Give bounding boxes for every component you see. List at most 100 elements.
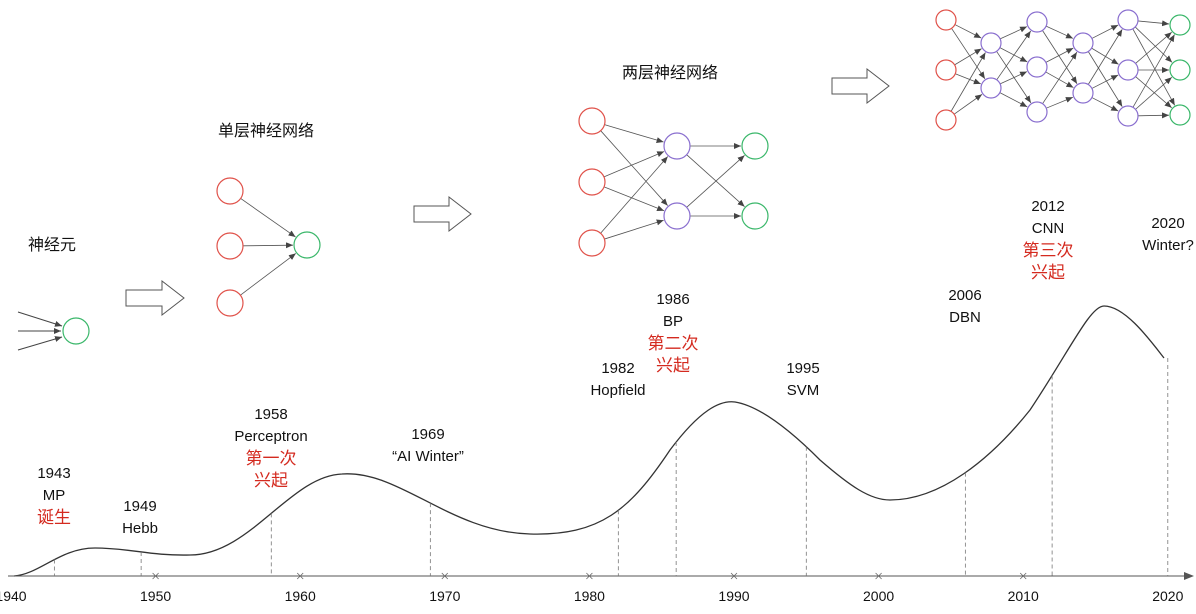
event-text: 2020 <box>1151 215 1184 232</box>
network-node <box>578 229 606 257</box>
history-curve <box>13 305 1165 577</box>
tick-mark <box>730 572 738 580</box>
hollow-right-arrow-icon <box>125 279 185 317</box>
connection-edge <box>240 198 296 238</box>
network-node <box>663 202 691 230</box>
event-text: 1986 <box>656 291 689 308</box>
network-node <box>980 77 1002 99</box>
connection-edge <box>604 219 664 240</box>
connection-edge <box>1087 29 1123 85</box>
event-highlight-text: 第一次 <box>246 449 297 468</box>
connection-edge <box>954 48 982 66</box>
event-2006: 2006 DBN <box>948 287 981 326</box>
event-text: BP <box>663 313 683 330</box>
connection-edge <box>240 253 297 296</box>
event-text: SVM <box>787 382 820 399</box>
connection-edge <box>1091 74 1119 89</box>
connection-edge <box>999 71 1028 85</box>
event-1982: 1982 Hopfield <box>590 360 645 399</box>
connection-edge <box>955 73 981 85</box>
event-text: 2012 <box>1031 198 1064 215</box>
connection-edge <box>1137 20 1170 27</box>
hollow-right-arrow-icon <box>413 195 472 233</box>
network-node <box>1026 11 1048 33</box>
two-layer-network <box>578 107 769 257</box>
tick-label: 2000 <box>863 588 894 604</box>
network-node <box>935 109 957 131</box>
event-text: 1958 <box>254 406 287 423</box>
event-highlight-text: 兴起 <box>254 471 288 490</box>
network-node <box>1072 82 1094 104</box>
neuron-diagram <box>17 311 90 351</box>
event-text: DBN <box>949 309 981 326</box>
connection-edge <box>1132 28 1176 106</box>
event-2020: 2020 Winter? <box>1142 215 1194 254</box>
connection-edge <box>1045 25 1074 39</box>
network-diagrams <box>216 9 1191 317</box>
event-text: “AI Winter” <box>392 448 464 465</box>
network-node <box>216 177 244 205</box>
event-text: 2006 <box>948 287 981 304</box>
network-node <box>1169 104 1191 126</box>
event-highlight-text: 兴起 <box>656 356 690 375</box>
connection-edge <box>1042 51 1078 104</box>
tick-label: 1970 <box>429 588 460 604</box>
neuron-output-node <box>62 317 90 345</box>
tick-mark <box>1019 572 1027 580</box>
event-highlight-text: 兴起 <box>1031 263 1065 282</box>
network-node <box>578 107 606 135</box>
event-text: 1982 <box>601 360 634 377</box>
event-text: CNN <box>1032 220 1065 237</box>
event-text: 1949 <box>123 498 156 515</box>
connection-edge <box>1135 31 1172 64</box>
event-highlight-text: 第二次 <box>648 334 699 353</box>
tick-label: 1980 <box>574 588 605 604</box>
connection-edge <box>242 242 294 249</box>
event-markers <box>53 358 1169 576</box>
network-node <box>1026 101 1048 123</box>
single-layer-network <box>216 177 321 317</box>
connection-edge <box>1045 47 1074 63</box>
connection-edge <box>999 92 1028 108</box>
event-text: Winter? <box>1142 237 1194 254</box>
hollow-right-arrow-icon <box>831 67 890 105</box>
network-node <box>1026 56 1048 78</box>
network-node <box>293 231 321 259</box>
tick-label: 1990 <box>718 588 749 604</box>
tick-mark <box>296 572 304 580</box>
connection-edge <box>996 51 1032 104</box>
network-node <box>1169 59 1191 81</box>
network-node <box>980 32 1002 54</box>
event-text: 1969 <box>411 426 444 443</box>
title-single-layer: 单层神经网络 <box>218 121 314 140</box>
network-node <box>741 132 769 160</box>
axis-ticks: 1940 1950 1960 1970 1980 1990 2000 2010 2020 <box>0 572 1184 604</box>
event-text: 1995 <box>786 360 819 377</box>
event-highlight-text: 第三次 <box>1023 241 1074 260</box>
connection-edge <box>603 186 665 212</box>
event-text: 1943 <box>37 465 70 482</box>
connection-edge <box>1087 51 1123 107</box>
event-text: Perceptron <box>234 428 307 445</box>
tick-mark <box>875 572 882 580</box>
event-1943: 1943 MP 诞生 <box>37 465 71 527</box>
connection-edge <box>1091 97 1119 112</box>
connection-edge <box>1042 30 1078 84</box>
connection-edge <box>603 151 665 178</box>
axis-arrowhead <box>1184 572 1194 580</box>
connection-edge <box>604 124 664 143</box>
connection-edge <box>954 24 982 39</box>
connection-edge <box>1091 24 1119 39</box>
tick-label: 1950 <box>140 588 171 604</box>
tick-label: 1960 <box>285 588 316 604</box>
network-node <box>1117 59 1139 81</box>
event-1969: 1969 “AI Winter” <box>392 426 464 465</box>
event-text: MP <box>43 487 66 504</box>
tick-label: 2020 <box>1152 588 1183 604</box>
event-highlight-text: 诞生 <box>37 508 71 527</box>
connection-edge <box>686 154 745 207</box>
connection-edge <box>600 130 668 206</box>
